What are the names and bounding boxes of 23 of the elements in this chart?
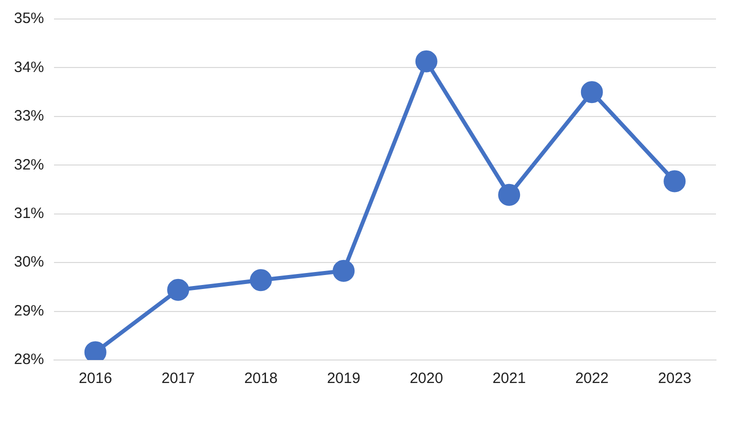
x-tick-label: 2016	[78, 370, 112, 388]
x-tick-label: 2018	[244, 370, 278, 388]
point	[167, 278, 190, 301]
x-tick-label: 2021	[492, 370, 526, 388]
y-tick-label: 32%	[14, 156, 44, 174]
point	[580, 81, 603, 104]
point	[664, 170, 686, 192]
point	[415, 50, 438, 72]
y-tick-label: 30%	[14, 254, 44, 271]
y-tick-label: 29%	[14, 302, 44, 320]
point	[498, 184, 520, 206]
x-tick-label: 2020	[410, 370, 444, 388]
x-tick-label: 2017	[161, 370, 195, 388]
y-tick-label: 34%	[14, 58, 44, 76]
y-tick-label: 28%	[14, 351, 44, 368]
y-tick-label: 31%	[14, 205, 44, 222]
x-tick-label: 2019	[326, 370, 360, 388]
point	[332, 260, 355, 282]
point	[250, 269, 272, 292]
y-tick-label: 35%	[14, 10, 44, 28]
x-tick-label: 2023	[658, 370, 692, 388]
x-tick-label: 2022	[575, 370, 609, 388]
y-tick-label: 33%	[14, 108, 44, 125]
